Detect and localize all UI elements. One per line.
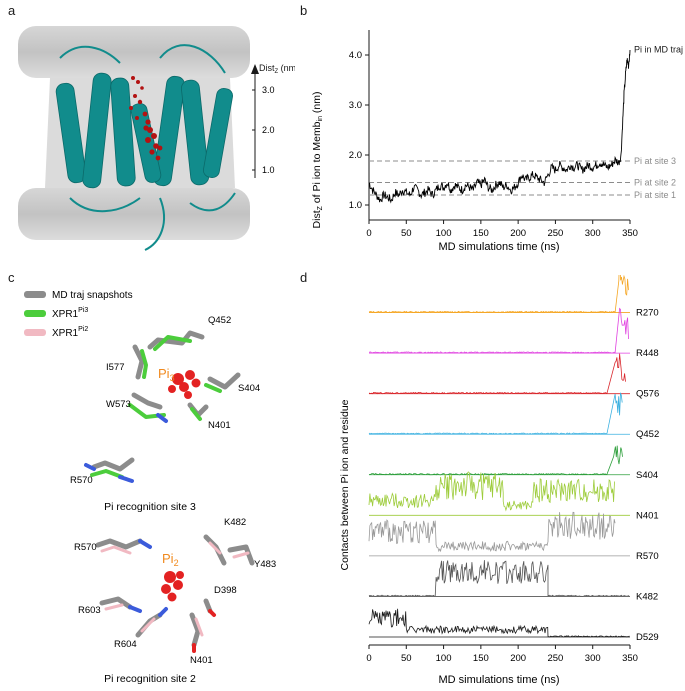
chart-b-xlabel: MD simulations time (ns) [438, 241, 559, 253]
chart-b-ylabel: DistZ of Pi ion to Membin (nm) [311, 92, 324, 229]
chart-d-x-tick-label: 150 [473, 653, 489, 664]
residue-label-s404: S404 [238, 383, 260, 394]
chart-d-series-s404 [368, 445, 623, 476]
chart-d-x-tick-label: 50 [401, 653, 412, 664]
chart-d-x-tick-label: 350 [622, 653, 638, 664]
residue-label-q452: Q452 [208, 315, 231, 326]
chart-b-x-tick-label: 50 [401, 228, 412, 239]
chart-d-series-d529 [368, 608, 630, 638]
chart-b-x-tick-label: 350 [622, 228, 638, 239]
chart-b-y-tick-label: 2.0 [349, 150, 362, 161]
chart-d-row-label: R448 [636, 348, 659, 359]
chart-b-x-tick-label: 300 [585, 228, 601, 239]
chart-b-y-tick-label: 4.0 [349, 50, 362, 61]
pi3-label: Pi3 [158, 366, 175, 383]
legend-xpr1-pi2: XPR1Pi2 [52, 326, 88, 339]
legend-md-traj: MD traj snapshots [52, 290, 133, 301]
chart-b-series-label: Pi in MD traj [634, 45, 683, 55]
recognition-sites-figure: MD traj snapshots XPR1Pi3 XPR1Pi2 [24, 290, 276, 685]
dist-axis-title: DistZ (nm) [259, 63, 295, 75]
residue-label-d398: D398 [214, 585, 237, 596]
protein-loops [59, 44, 236, 251]
protein-helices [55, 72, 233, 189]
panel-label-b: b [300, 3, 308, 18]
chart-d-ylabel: Contacts between Pi ion and residue [339, 399, 351, 570]
panel-label-c: c [8, 270, 15, 285]
chart-d-x-tick-label: 0 [366, 653, 371, 664]
residue-label-n401-site3: N401 [208, 420, 231, 431]
residue-label-i577: I577 [106, 362, 125, 373]
chart-d-row-label: S404 [636, 470, 658, 481]
residue-label-y483: Y483 [254, 559, 276, 570]
site3-title: Pi recognition site 3 [104, 501, 196, 513]
upper-membrane [18, 26, 250, 78]
chart-d-series-k482 [368, 560, 630, 598]
chart-d-x-tick-label: 200 [510, 653, 526, 664]
chart-d-row-label: R270 [636, 308, 659, 319]
chart-d-row-label: D529 [636, 632, 659, 643]
panel-c-legend: MD traj snapshots XPR1Pi3 XPR1Pi2 [24, 290, 133, 339]
chart-b-reference-label: Pi at site 1 [634, 190, 676, 200]
chart-b-x-tick-label: 100 [436, 228, 452, 239]
dist-axis-arrowhead [251, 64, 259, 74]
chart-d-series-r448 [369, 307, 629, 354]
chart-d-x-tick-label: 250 [547, 653, 563, 664]
chart-b-x-tick-label: 250 [547, 228, 563, 239]
chart-d-series-r270 [368, 275, 629, 314]
residue-label-n401-site2: N401 [190, 655, 213, 666]
site2-residue-sticks [95, 534, 255, 653]
chart-b-x-tick-label: 0 [366, 228, 371, 239]
legend-xpr1-pi3: XPR1Pi3 [52, 307, 88, 320]
panel-label-a: a [8, 3, 16, 18]
chart-b-reference-label: Pi at site 2 [634, 178, 676, 188]
panel-label-d: d [300, 270, 308, 285]
chart-d-row-label: N401 [636, 510, 659, 521]
chart-d-series-n401 [368, 471, 615, 512]
chart-b-x-tick-label: 200 [510, 228, 526, 239]
chart-b-x-tick-label: 150 [473, 228, 489, 239]
chart-d-x-tick-label: 300 [585, 653, 601, 664]
chart-d-row-label: Q452 [636, 429, 659, 440]
chart-b-y-tick-label: 1.0 [349, 200, 362, 211]
pi3-cluster [168, 370, 201, 399]
site2-title: Pi recognition site 2 [104, 673, 196, 685]
chart-d-row-label: Q576 [636, 389, 659, 400]
dist-axis-tick-2: 2.0 [262, 125, 275, 135]
residue-label-r603: R603 [78, 605, 101, 616]
pi2-cluster [161, 571, 184, 602]
chart-d-x-tick-label: 100 [436, 653, 452, 664]
residue-label-r570-site3: R570 [70, 475, 93, 486]
chart-d-series-q576 [368, 353, 626, 395]
pi-ion-trajectory-points [129, 76, 163, 161]
chart-b-series-line [368, 49, 631, 204]
chart-d-row-label: R570 [636, 551, 659, 562]
chart-d-xlabel: MD simulations time (ns) [438, 674, 559, 686]
protein-structure-figure: DistZ (nm) 3.0 2.0 1.0 [18, 26, 295, 251]
distance-chart: DistZ of Pi ion to Membin (nm) MD simula… [311, 30, 683, 253]
pi2-label: Pi2 [162, 551, 179, 568]
chart-d-row-label: K482 [636, 591, 658, 602]
contacts-chart: Contacts between Pi ion and residue MD s… [339, 275, 659, 686]
residue-label-r570-site2: R570 [74, 542, 97, 553]
residue-label-k482: K482 [224, 517, 246, 528]
residue-label-r604: R604 [114, 639, 137, 650]
residue-label-w573: W573 [106, 399, 131, 410]
site3-residue-sticks [84, 330, 241, 483]
chart-b-reference-label: Pi at site 3 [634, 156, 676, 166]
chart-d-series-q452 [368, 392, 623, 435]
lower-membrane [18, 188, 250, 240]
chart-d-series-r570 [368, 511, 616, 553]
chart-b-y-tick-label: 3.0 [349, 100, 362, 111]
dist-axis-tick-1: 1.0 [262, 165, 275, 175]
dist-axis-tick-3: 3.0 [262, 85, 275, 95]
